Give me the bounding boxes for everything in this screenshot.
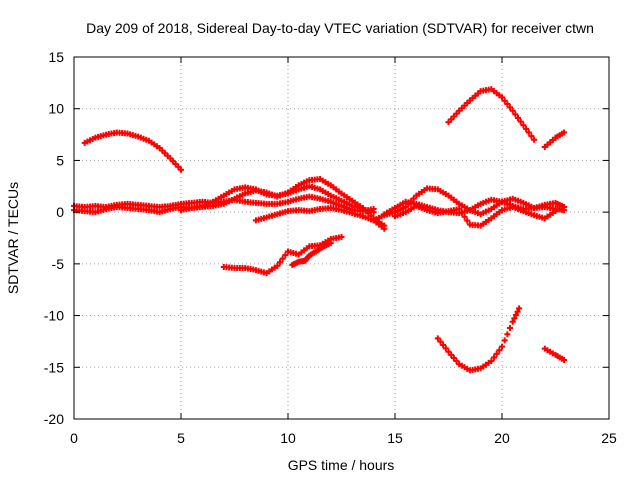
data-point: [507, 324, 514, 331]
data-point: [490, 354, 497, 361]
data-point: [282, 252, 289, 259]
data-point: [456, 206, 463, 213]
data-point: [520, 122, 527, 129]
data-point: [512, 312, 519, 319]
data-point: [552, 208, 559, 215]
data-point: [464, 217, 471, 224]
series-arc-10: [392, 202, 559, 229]
y-tick-label: -15: [44, 359, 64, 375]
data-points: [71, 86, 568, 374]
series-arc-5: [252, 205, 388, 232]
series-arc-7: [289, 240, 334, 268]
data-point: [493, 350, 500, 357]
data-point: [512, 111, 519, 118]
data-point: [511, 315, 518, 322]
data-point: [461, 213, 468, 220]
y-tick-label: -10: [44, 308, 64, 324]
data-point: [488, 358, 495, 365]
series-arc-13: [434, 305, 523, 374]
series-arc-1: [81, 129, 184, 173]
data-point: [274, 262, 281, 269]
data-point: [276, 259, 283, 266]
chart-title: Day 209 of 2018, Sidereal Day-to-day VTE…: [86, 20, 594, 36]
data-point: [442, 345, 449, 352]
data-point: [507, 104, 514, 111]
data-point: [178, 166, 184, 173]
plot-frame: [73, 56, 610, 420]
data-point: [504, 331, 511, 338]
data-point: [327, 240, 334, 247]
x-tick-label: 0: [70, 430, 78, 446]
data-point: [381, 225, 388, 232]
data-point: [515, 115, 522, 122]
data-point: [501, 97, 508, 104]
x-tick-label: 25: [601, 430, 617, 446]
series-arc-11: [445, 86, 538, 143]
y-ticks: -20 -15 -10 -5 0 5 10 15: [44, 49, 609, 427]
data-point: [370, 209, 377, 216]
data-point: [499, 343, 505, 350]
data-point: [450, 354, 457, 361]
y-tick-label: 10: [48, 101, 64, 117]
series-arc-12: [541, 129, 568, 150]
grid: [74, 57, 609, 419]
series-arc-14: [541, 345, 568, 364]
data-point: [496, 347, 503, 354]
x-axis-label: GPS time / hours: [288, 457, 395, 473]
data-point: [279, 255, 286, 262]
data-point: [523, 125, 530, 132]
data-point: [440, 342, 447, 349]
data-point: [499, 94, 505, 101]
y-tick-label: 5: [56, 152, 64, 168]
y-tick-label: 15: [48, 49, 64, 65]
data-point: [561, 129, 568, 136]
x-ticks: 0 5 10 15 20 25: [70, 57, 617, 446]
series-arc-6: [220, 233, 345, 277]
data-point: [458, 209, 465, 216]
y-tick-label: -20: [44, 411, 64, 427]
y-tick-label: -5: [52, 256, 65, 272]
data-point: [453, 358, 460, 365]
data-point: [514, 308, 521, 315]
data-point: [509, 318, 516, 325]
data-point: [437, 338, 444, 345]
data-point: [434, 335, 441, 342]
data-point: [531, 136, 538, 143]
series-arc-4: [178, 176, 388, 229]
y-axis-label: SDTVAR / TECUs: [5, 182, 21, 294]
data-point: [509, 107, 516, 114]
data-point: [448, 351, 455, 358]
data-point: [445, 348, 452, 355]
data-point: [561, 357, 568, 364]
x-tick-label: 15: [387, 430, 403, 446]
data-point: [338, 233, 345, 240]
data-point: [525, 129, 532, 136]
data-point: [501, 337, 508, 344]
x-tick-label: 20: [494, 430, 510, 446]
data-point: [516, 305, 523, 312]
data-point: [517, 118, 524, 125]
x-tick-label: 5: [177, 430, 185, 446]
x-tick-label: 10: [280, 430, 296, 446]
data-point: [561, 207, 568, 214]
y-tick-label: 0: [56, 204, 64, 220]
data-point: [528, 133, 535, 140]
data-point: [504, 101, 511, 108]
